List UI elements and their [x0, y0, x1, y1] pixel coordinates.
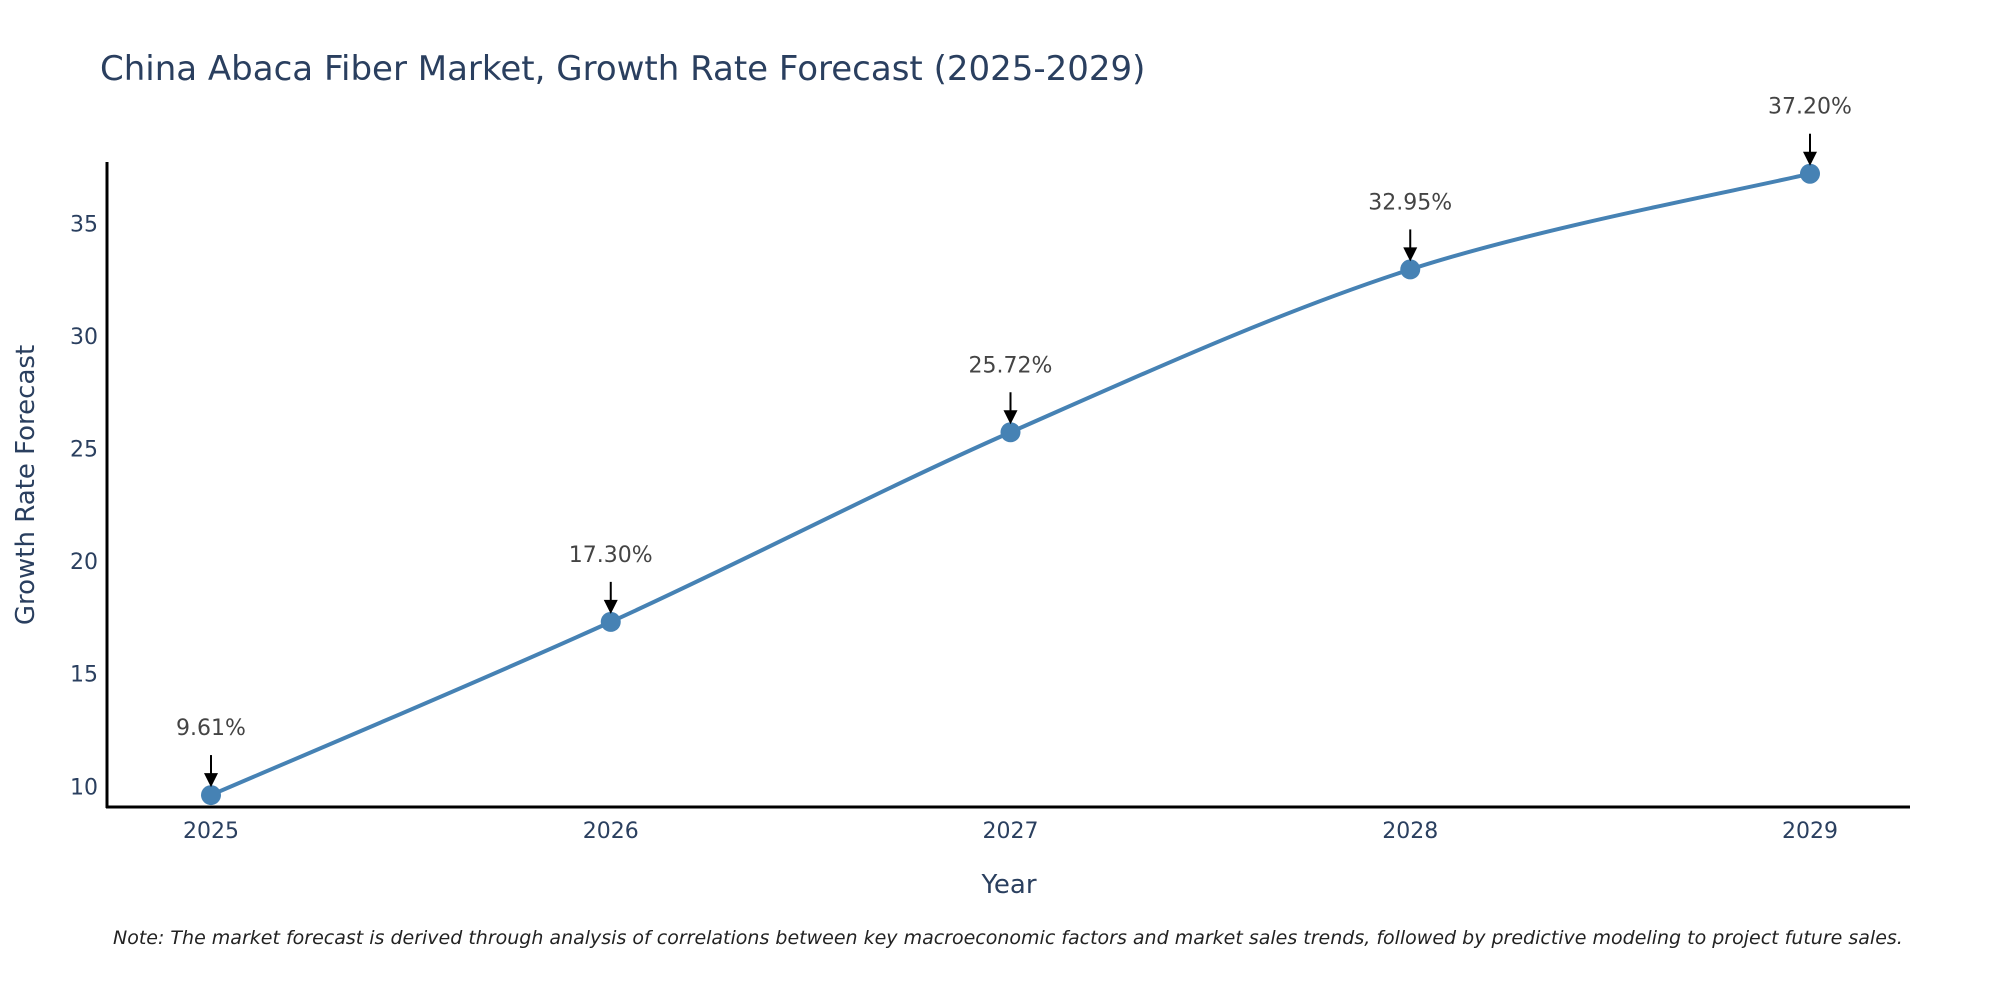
chart-title: China Abaca Fiber Market, Growth Rate Fo…	[100, 49, 1145, 89]
data-point[interactable]	[1000, 422, 1021, 443]
annotation-arrow-head	[1803, 151, 1817, 166]
data-label: 32.95%	[1368, 190, 1452, 215]
x-tick-label: 2028	[1382, 819, 1438, 844]
y-tick-label: 15	[70, 663, 98, 688]
x-tick-label: 2027	[983, 819, 1039, 844]
x-tick-label: 2025	[183, 819, 239, 844]
x-tick-label: 2029	[1782, 819, 1838, 844]
data-label: 9.61%	[176, 716, 246, 741]
y-tick-label: 35	[70, 212, 98, 237]
y-tick-label: 25	[70, 437, 98, 462]
annotation-arrow-head	[1003, 410, 1018, 425]
annotation-arrow-head	[1403, 247, 1418, 262]
data-label: 37.20%	[1768, 95, 1852, 120]
y-tick-label: 20	[70, 550, 98, 575]
plot-area: 9.61% 17.30% 25.72% 32.95% 37.20%	[176, 95, 1852, 806]
annotation-arrow-head	[204, 773, 218, 788]
y-tick-label: 10	[70, 775, 98, 800]
chart-note: Note: The market forecast is derived thr…	[113, 927, 1903, 949]
data-point[interactable]	[1400, 259, 1421, 280]
y-tick-label: 30	[70, 325, 98, 350]
series-line	[210, 171, 1811, 797]
y-axis-title: Growth Rate Forecast	[11, 345, 41, 625]
x-axis-title: Year	[980, 870, 1036, 900]
data-label: 25.72%	[969, 353, 1053, 378]
y-axis-ticks: 10 15 20 25 30 35	[70, 212, 98, 800]
data-point[interactable]	[201, 785, 221, 806]
x-tick-label: 2026	[583, 819, 639, 844]
data-point[interactable]	[600, 611, 621, 632]
annotation-arrow-head	[603, 599, 618, 614]
data-label: 17.30%	[569, 543, 653, 568]
data-point[interactable]	[1800, 163, 1820, 184]
x-axis-ticks: 2025 2026 2027 2028 2029	[183, 819, 1838, 844]
